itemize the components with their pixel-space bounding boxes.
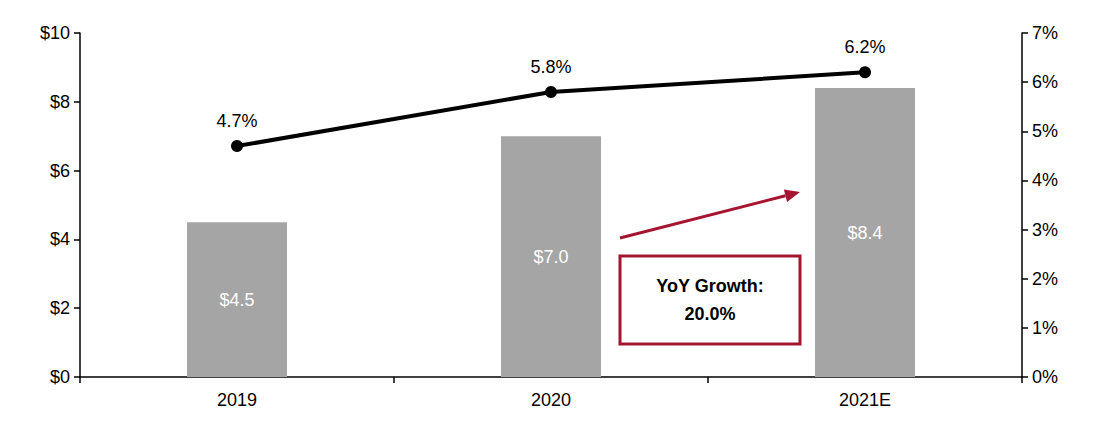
svg-text:$7.0: $7.0: [533, 247, 568, 267]
svg-text:5.8%: 5.8%: [530, 57, 571, 77]
svg-text:0%: 0%: [1032, 367, 1058, 387]
svg-text:5%: 5%: [1032, 121, 1058, 141]
svg-text:$6: $6: [50, 161, 70, 181]
svg-text:$2: $2: [50, 298, 70, 318]
svg-text:6%: 6%: [1032, 72, 1058, 92]
svg-text:4.7%: 4.7%: [216, 111, 257, 131]
svg-text:6.2%: 6.2%: [844, 37, 885, 57]
svg-text:2019: 2019: [217, 390, 257, 410]
svg-text:2%: 2%: [1032, 269, 1058, 289]
svg-text:2020: 2020: [531, 390, 571, 410]
svg-text:3%: 3%: [1032, 220, 1058, 240]
svg-text:7%: 7%: [1032, 23, 1058, 43]
svg-text:2021E: 2021E: [839, 390, 891, 410]
svg-text:4%: 4%: [1032, 170, 1058, 190]
svg-text:$8.4: $8.4: [847, 223, 882, 243]
svg-text:1%: 1%: [1032, 318, 1058, 338]
svg-text:20.0%: 20.0%: [684, 304, 735, 324]
svg-text:$10: $10: [40, 23, 70, 43]
svg-text:$0: $0: [50, 367, 70, 387]
svg-text:$4: $4: [50, 229, 70, 249]
svg-text:$4.5: $4.5: [219, 290, 254, 310]
svg-text:$8: $8: [50, 92, 70, 112]
svg-text:YoY Growth:: YoY Growth:: [656, 276, 763, 296]
